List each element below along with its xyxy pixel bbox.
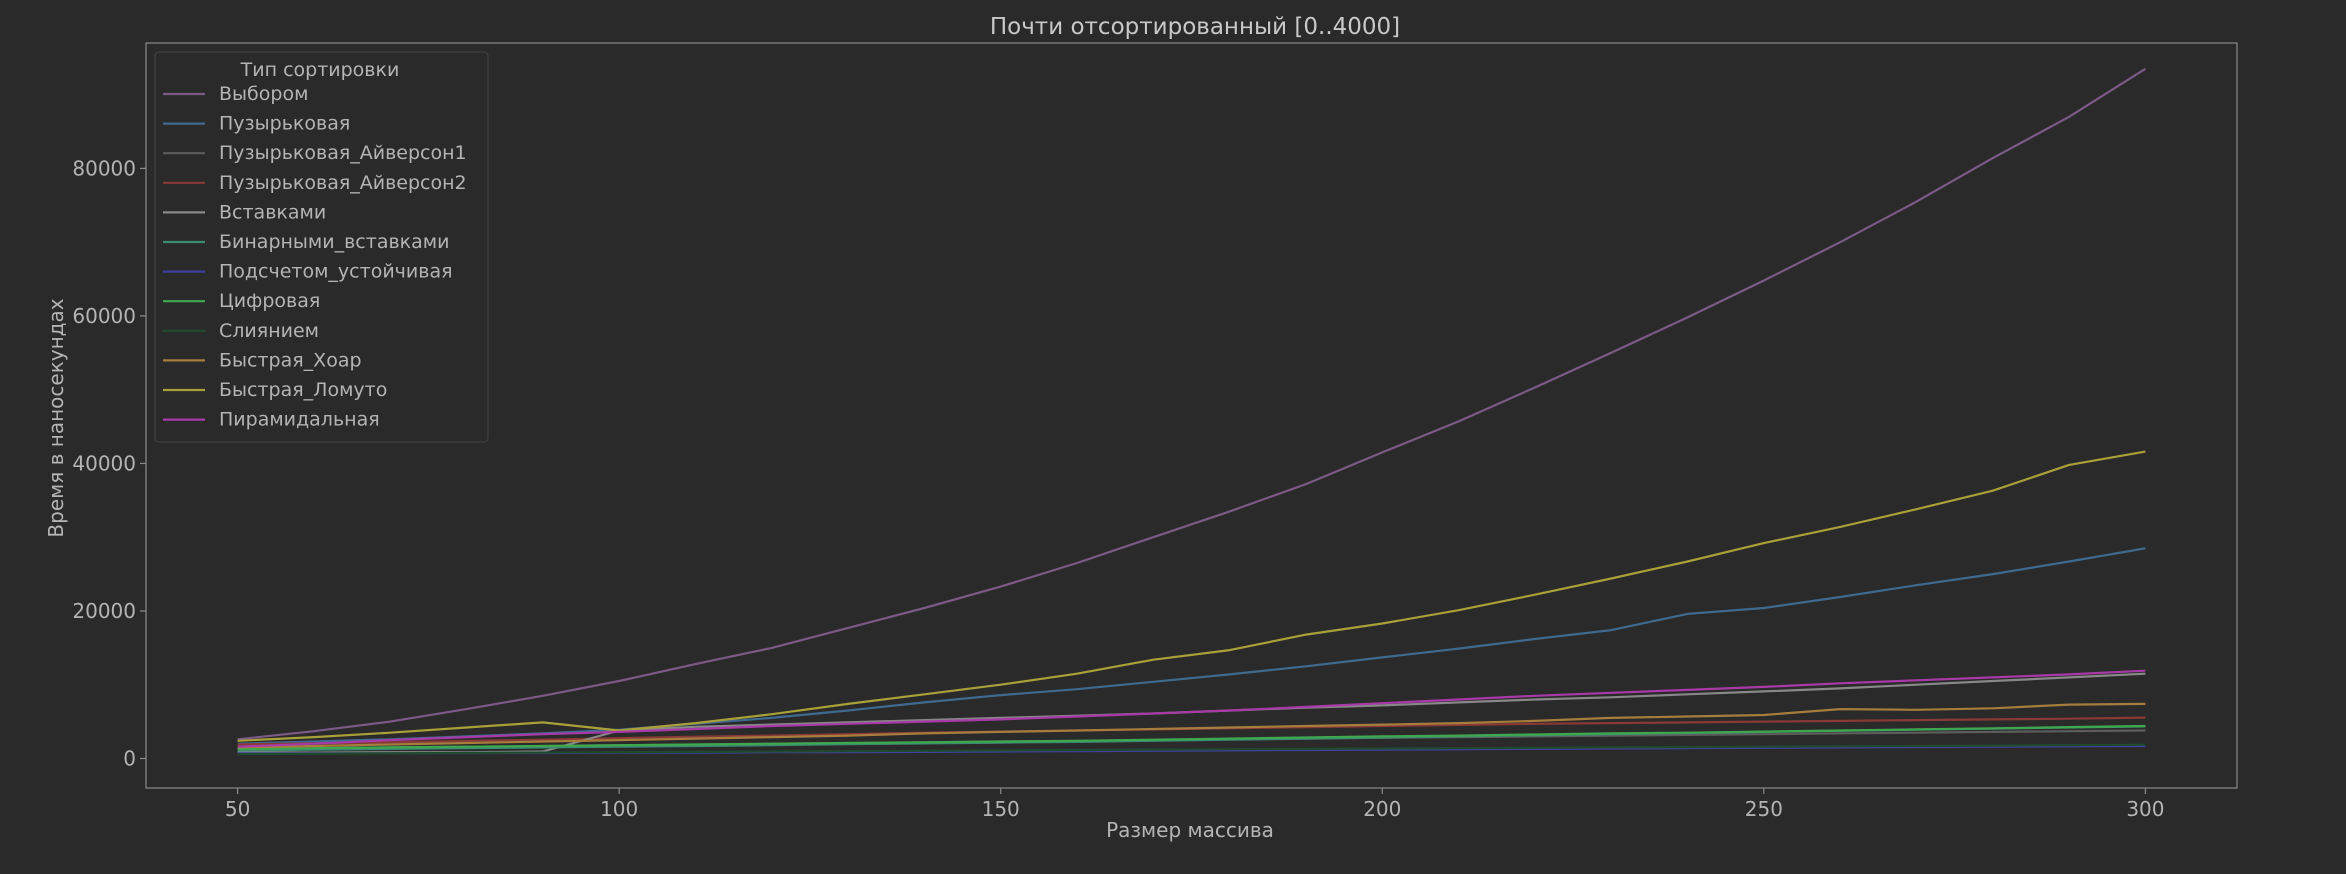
- legend-label: Пузырьковая_Айверсон2: [219, 172, 467, 194]
- y-tick-label: 0: [123, 746, 136, 770]
- y-tick-label: 80000: [72, 156, 136, 180]
- x-tick-label: 150: [982, 797, 1020, 821]
- legend-label: Быстрая_Хоар: [219, 349, 362, 371]
- legend-label: Выбором: [219, 83, 308, 105]
- legend-label: Пирамидальная: [219, 409, 380, 431]
- chart-title: Почти отсортированный [0..4000]: [990, 14, 1400, 40]
- legend-box: [154, 51, 489, 443]
- y-tick-label: 60000: [72, 304, 136, 328]
- legend-label: Слиянием: [219, 320, 319, 342]
- y-axis-label: Время в наносекундах: [44, 298, 68, 537]
- x-tick-label: 100: [600, 797, 638, 821]
- y-tick-label: 40000: [72, 451, 136, 475]
- y-tick-label: 20000: [72, 599, 136, 623]
- legend-label: Пузырьковая_Айверсон1: [219, 142, 467, 164]
- series-line-1: [237, 67, 2146, 741]
- series-line-12: [237, 669, 2146, 748]
- x-axis-label: Размер массива: [1106, 818, 1274, 842]
- legend-label: Быстрая_Ломуто: [219, 379, 387, 401]
- y-axis: 0 20000 40000 60000 80000: [72, 156, 146, 770]
- x-axis: 50 100 150 200 250 300: [225, 788, 2165, 821]
- legend-label: Пузырьковая: [219, 113, 350, 135]
- x-tick-label: 200: [1363, 797, 1401, 821]
- series-line-10: [237, 702, 2146, 749]
- legend: Тип сортировки Выбором Пузырьковая Пузырьк…: [154, 51, 489, 443]
- legend-title: Тип сортировки: [240, 59, 400, 81]
- plot-area: [145, 42, 2238, 789]
- x-tick-label: 300: [2126, 797, 2164, 821]
- series-line-2: [237, 547, 2146, 745]
- series-layer: [237, 67, 2146, 756]
- legend-label: Вставками: [219, 201, 326, 223]
- legend-label: Цифровая: [219, 290, 320, 312]
- legend-label: Подсчетом_устойчивая: [219, 261, 453, 283]
- series-line-9: [237, 743, 2146, 756]
- series-line-11: [237, 450, 2146, 742]
- x-tick-label: 250: [1745, 797, 1783, 821]
- legend-label: Бинарными_вставками: [219, 231, 449, 253]
- series-line-8: [237, 724, 2146, 750]
- x-tick-label: 50: [225, 797, 250, 821]
